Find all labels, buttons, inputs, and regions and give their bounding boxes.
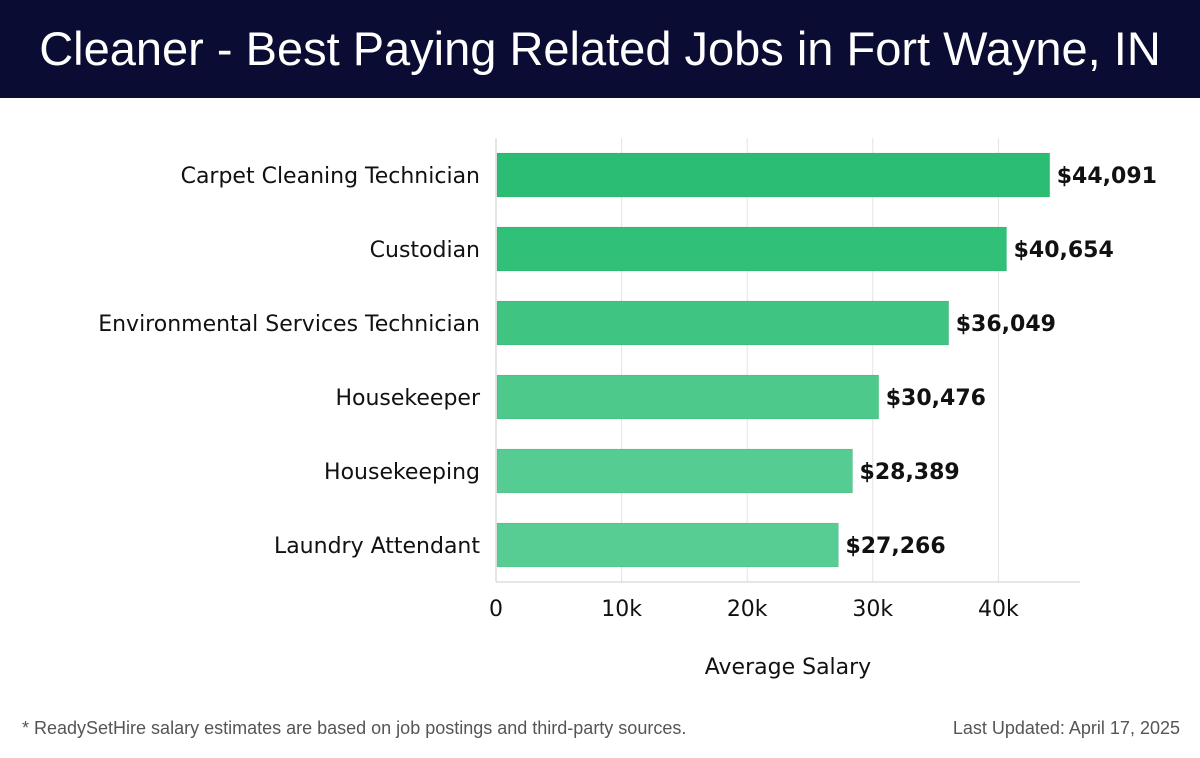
x-tick-label: 30k bbox=[852, 597, 893, 622]
x-tick-label: 20k bbox=[727, 597, 768, 622]
x-tick-label: 10k bbox=[601, 597, 642, 622]
category-label: Housekeeping bbox=[324, 460, 480, 485]
category-label: Carpet Cleaning Technician bbox=[181, 164, 480, 189]
bar bbox=[496, 448, 854, 494]
value-label: $30,476 bbox=[886, 386, 986, 411]
x-tick-label: 0 bbox=[489, 597, 503, 622]
category-label: Custodian bbox=[370, 238, 480, 263]
x-tick-label: 40k bbox=[978, 597, 1019, 622]
x-axis-title: Average Salary bbox=[705, 655, 871, 680]
bar bbox=[496, 152, 1051, 198]
bar bbox=[496, 522, 839, 568]
category-label: Laundry Attendant bbox=[274, 534, 480, 559]
value-label: $27,266 bbox=[845, 534, 945, 559]
axes: 0 10k 20k 30k 40k Average Salary bbox=[489, 138, 1080, 680]
value-label: $28,389 bbox=[860, 460, 960, 485]
labels: Carpet Cleaning Technician $44,091 Custodi… bbox=[98, 164, 1157, 559]
last-updated: Last Updated: April 17, 2025 bbox=[952, 718, 1180, 738]
chart-header: Cleaner - Best Paying Related Jobs in Fo… bbox=[0, 0, 1200, 98]
chart-title: Cleaner - Best Paying Related Jobs in Fo… bbox=[39, 22, 1161, 75]
value-label: $40,654 bbox=[1014, 238, 1114, 263]
bars bbox=[496, 152, 1051, 568]
value-label: $44,091 bbox=[1057, 164, 1157, 189]
bar bbox=[496, 226, 1008, 272]
category-label: Environmental Services Technician bbox=[98, 312, 480, 337]
category-label: Housekeeper bbox=[335, 386, 480, 411]
bar bbox=[496, 300, 950, 346]
grid-lines bbox=[495, 138, 999, 582]
footer-note: * ReadySetHire salary estimates are base… bbox=[22, 718, 687, 738]
value-label: $36,049 bbox=[956, 312, 1056, 337]
bar bbox=[496, 374, 880, 420]
salary-bar-chart: Carpet Cleaning Technician $44,091 Custodi… bbox=[98, 138, 1157, 680]
